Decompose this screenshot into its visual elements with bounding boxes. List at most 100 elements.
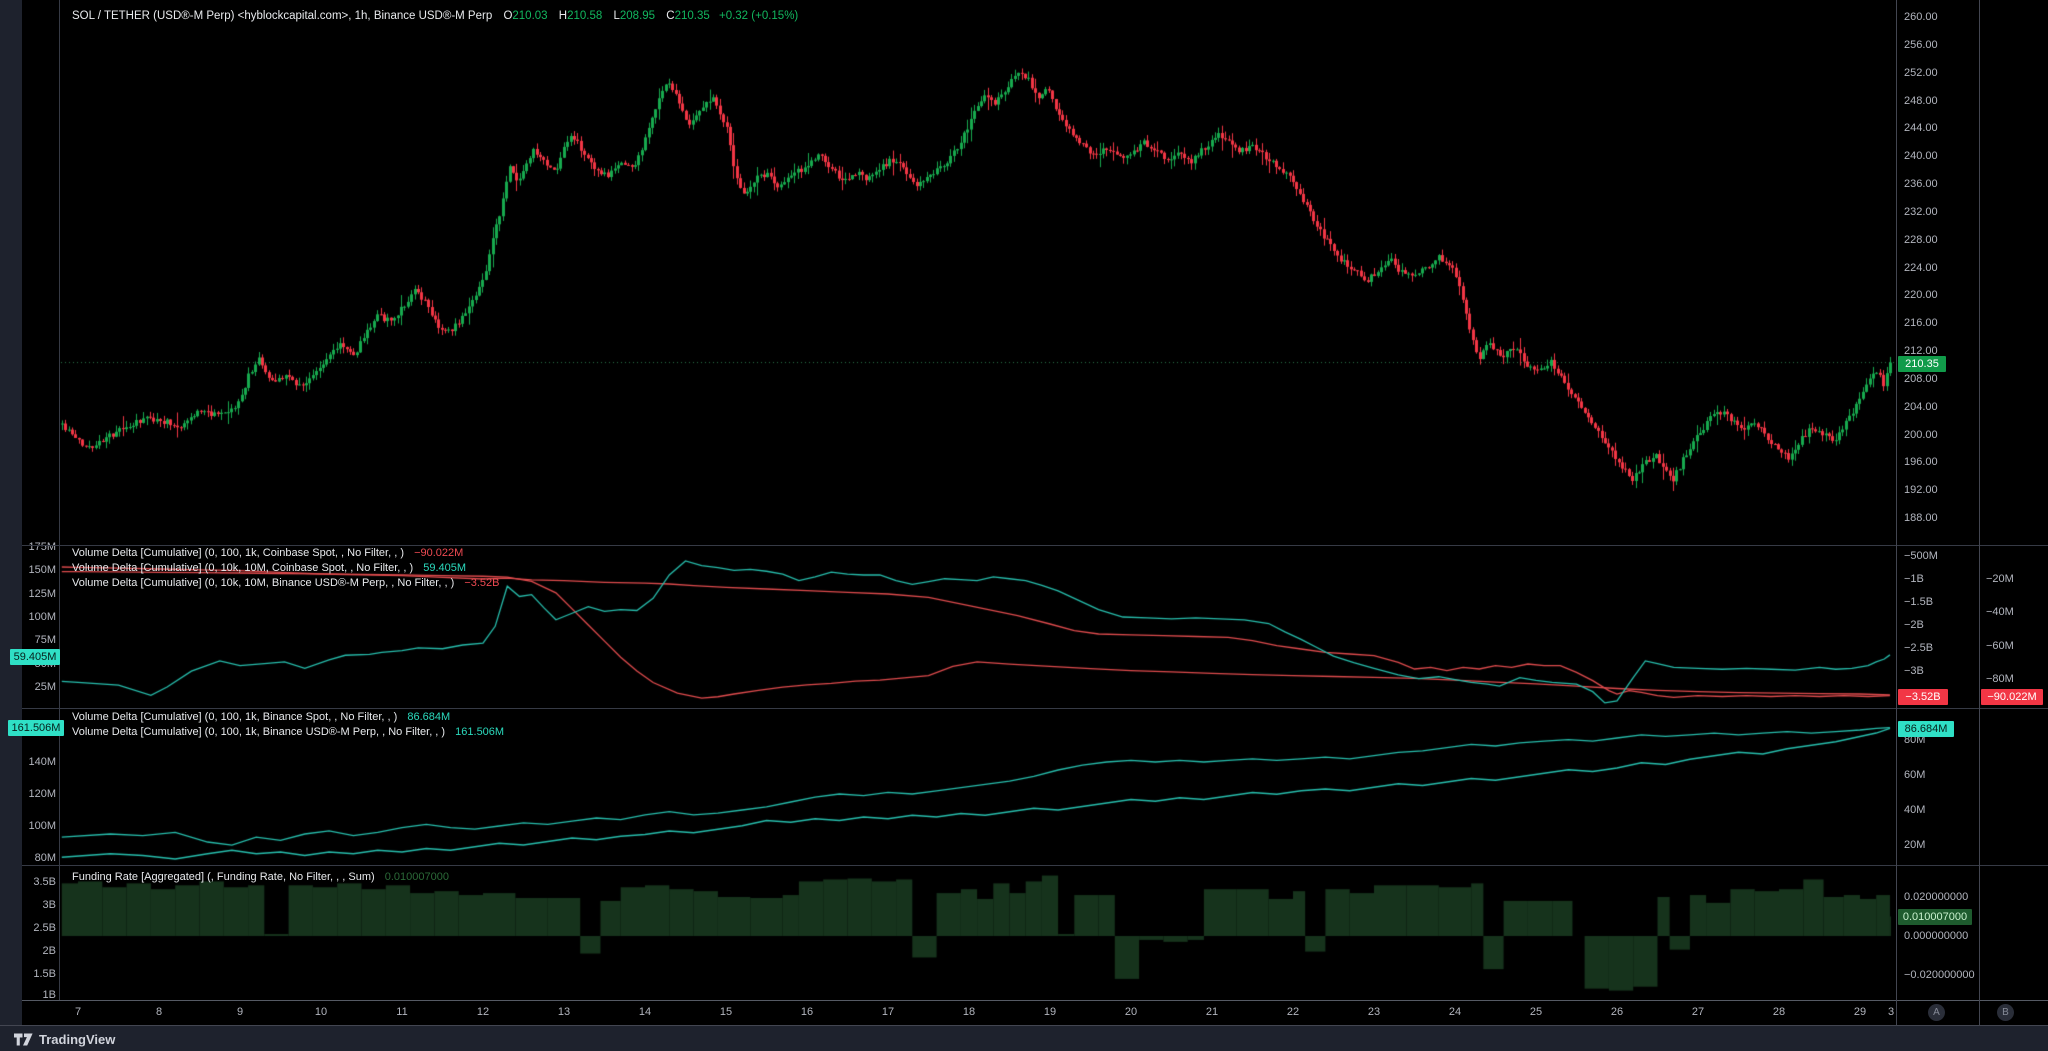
time-axis-label: 3 [1887, 1006, 1895, 1018]
indicator-legend-row[interactable]: Volume Delta [Cumulative] (0, 100, 1k, B… [72, 710, 450, 724]
axis-tick-label: 75M [34, 634, 56, 647]
last-price-tag[interactable]: 210.35 [1898, 356, 1946, 372]
panel-divider[interactable] [22, 865, 2048, 866]
price-scale-mode-b-button[interactable]: B [1997, 1004, 2014, 1021]
vd-binance-perp-tag[interactable]: 161.506M [8, 720, 64, 736]
indicator-label[interactable]: Volume Delta [Cumulative] (0, 10k, 10M, … [72, 577, 455, 589]
axis-tick-label: −40M [1986, 606, 2014, 619]
axis-tick-label: 80M [34, 852, 56, 864]
axis-tick-label: 60M [1904, 769, 1926, 781]
indicator-value: 0.010007000 [384, 871, 449, 883]
time-axis-label: 28 [1772, 1006, 1786, 1018]
time-axis-label: 15 [719, 1006, 733, 1018]
open-label: O [503, 10, 513, 22]
symbol-legend[interactable]: SOL / TETHER (USD®-M Perp) <hyblockcapit… [72, 10, 798, 22]
low-value: 208.95 [619, 10, 656, 22]
indicator-label[interactable]: Volume Delta [Cumulative] (0, 10k, 10M, … [72, 562, 414, 574]
axis-tick-label: −500M [1904, 550, 1938, 562]
close-label: C [666, 10, 675, 22]
axis-tick-label: 20M [1904, 839, 1926, 851]
indicator-legend-row[interactable]: Funding Rate [Aggregated] (, Funding Rat… [72, 870, 449, 884]
axis-tick-label: 150M [28, 564, 56, 577]
axis-tick-label: 80M [1904, 734, 1926, 746]
axis-tick-label: 0.020000000 [1904, 891, 1969, 903]
indicator-label[interactable]: Funding Rate [Aggregated] (, Funding Rat… [72, 871, 375, 883]
axis-tick-label: −20M [1986, 573, 2014, 585]
axis-tick-label: 232.00 [1904, 205, 1938, 218]
axis-tick-label: 220.00 [1904, 289, 1938, 302]
time-axis-label: 16 [800, 1006, 814, 1018]
time-axis-label: 25 [1529, 1006, 1543, 1018]
axis-tick-label: 25M [34, 680, 56, 693]
time-axis-label: 14 [638, 1006, 652, 1018]
axis-tick-label: 40M [1904, 804, 1926, 816]
axis-tick-label: 236.00 [1904, 178, 1938, 191]
axis-tick-label: −1B [1904, 573, 1924, 585]
time-axis-label: 12 [476, 1006, 490, 1018]
indicator-legend-row[interactable]: Volume Delta [Cumulative] (0, 100, 1k, C… [72, 546, 463, 560]
time-axis-label: 21 [1205, 1006, 1219, 1018]
vd-binance-spot-tag[interactable]: 86.684M [1898, 721, 1954, 737]
time-axis-border [22, 1000, 2048, 1001]
axis-tick-label: 256.00 [1904, 38, 1938, 51]
vd-coinbase-left-tag[interactable]: 59.405M [10, 649, 60, 665]
panel-divider[interactable] [22, 545, 2048, 546]
axis-tick-label: 208.00 [1904, 372, 1938, 385]
axis-tick-label: 100M [28, 610, 56, 623]
time-axis-label: 19 [1043, 1006, 1057, 1018]
left-toolbar-strip [0, 0, 22, 1025]
tradingview-logo-icon[interactable] [14, 1031, 33, 1047]
time-axis-label: 7 [74, 1006, 82, 1018]
plot-left-border [59, 0, 60, 1000]
axis-tick-label: 224.00 [1904, 261, 1938, 274]
axis-tick-label: 216.00 [1904, 317, 1938, 330]
time-axis-label: 10 [314, 1006, 328, 1018]
time-axis-label: 24 [1448, 1006, 1462, 1018]
indicator-value: 161.506M [455, 726, 505, 738]
funding-rate-tag[interactable]: 0.010007000 [1898, 909, 1972, 925]
axis-tick-label: −80M [1986, 673, 2014, 685]
symbol-title[interactable]: SOL / TETHER (USD®-M Perp) <hyblockcapit… [72, 10, 493, 22]
indicator-legend-row[interactable]: Volume Delta [Cumulative] (0, 100, 1k, B… [72, 725, 504, 739]
change-value: +0.32 (+0.15%) [718, 10, 799, 22]
indicator-label[interactable]: Volume Delta [Cumulative] (0, 100, 1k, B… [72, 711, 398, 723]
time-axis-label: 18 [962, 1006, 976, 1018]
axis-tick-label: −60M [1986, 639, 2014, 652]
price-scale-border[interactable] [1896, 0, 1897, 1025]
vd-perp-tag[interactable]: −3.52B [1898, 689, 1948, 705]
close-value: 210.35 [674, 10, 710, 22]
axis-tick-label: 0.000000000 [1904, 930, 1969, 942]
high-label: H [558, 10, 568, 22]
indicator-legend-row[interactable]: Volume Delta [Cumulative] (0, 10k, 10M, … [72, 561, 466, 575]
footer-brand[interactable]: TradingView [39, 1031, 116, 1047]
time-axis-label: 11 [396, 1006, 408, 1018]
indicator-label[interactable]: Volume Delta [Cumulative] (0, 100, 1k, B… [72, 726, 446, 738]
axis-tick-label: 244.00 [1904, 122, 1938, 135]
axis-tick-label: 1B [42, 989, 56, 1001]
axis-tick-label: 240.00 [1904, 150, 1938, 163]
indicator-value: 59.405M [423, 562, 467, 574]
axis-tick-label: 140M [28, 756, 56, 768]
time-axis-label: 27 [1691, 1006, 1705, 1018]
axis-tick-label: 120M [28, 788, 56, 800]
vd-coinbase-tag[interactable]: −90.022M [1981, 689, 2043, 705]
axis-tick-label: 192.00 [1904, 484, 1938, 497]
axis-tick-label: 212.00 [1904, 345, 1938, 358]
axis-tick-label: 252.00 [1904, 66, 1938, 79]
axis-tick-label: −2B [1904, 619, 1924, 631]
price-scale-mode-a-button[interactable]: A [1928, 1004, 1945, 1021]
secondary-scale-border[interactable] [1979, 0, 1980, 1025]
time-axis-label: 9 [236, 1006, 244, 1018]
axis-tick-label: 260.00 [1904, 11, 1938, 23]
indicator-legend-row[interactable]: Volume Delta [Cumulative] (0, 10k, 10M, … [72, 576, 499, 590]
axis-tick-label: 1.5B [33, 968, 56, 980]
indicator-label[interactable]: Volume Delta [Cumulative] (0, 100, 1k, C… [72, 547, 404, 559]
time-axis-label: 29 [1853, 1006, 1867, 1018]
low-label: L [613, 10, 620, 22]
axis-tick-label: 196.00 [1904, 456, 1938, 469]
axis-tick-label: 3.5B [33, 876, 56, 888]
panel-divider[interactable] [22, 708, 2048, 709]
high-value: 210.58 [567, 10, 603, 22]
axis-tick-label: −3B [1904, 665, 1924, 677]
